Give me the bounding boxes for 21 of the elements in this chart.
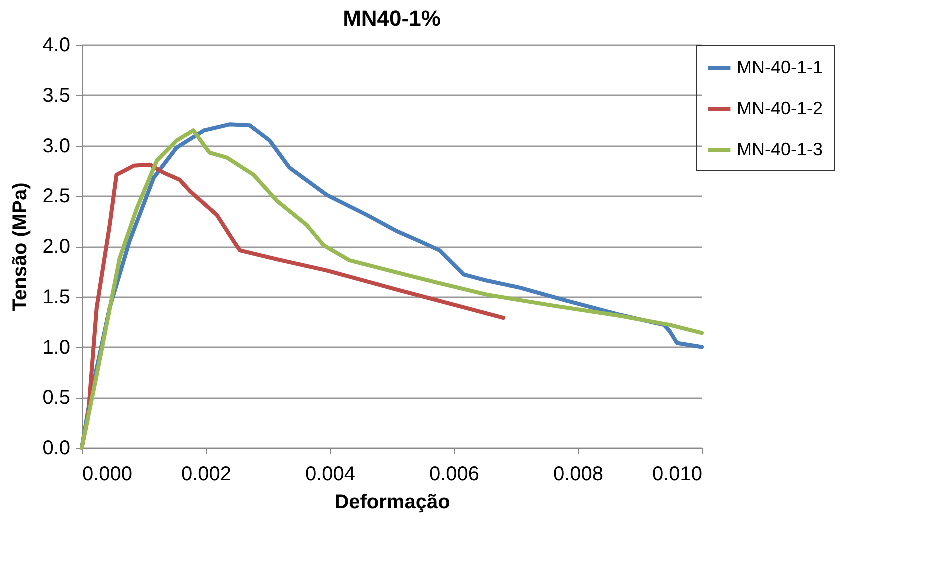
- y-tick-label: 1.5: [42, 286, 70, 308]
- x-tick-label: 0.006: [429, 464, 480, 486]
- y-tick-label: 2.0: [42, 236, 70, 258]
- x-tick-label: 0.000: [82, 464, 133, 486]
- legend-label: MN-40-1-1: [737, 58, 824, 78]
- chart-title: MN40-1%: [343, 6, 441, 31]
- legend-label: MN-40-1-3: [737, 140, 824, 160]
- y-tick-label: 0.0: [42, 438, 70, 460]
- x-tick-label: 0.004: [305, 464, 356, 486]
- y-tick-label: 1.0: [42, 336, 70, 359]
- y-tick-label: 3.0: [42, 135, 70, 158]
- y-tick-label: 0.5: [42, 387, 70, 410]
- y-tick-label: 3.5: [42, 84, 70, 107]
- y-tick-label: 2.5: [42, 186, 70, 208]
- y-axis-title: Tensão (MPa): [10, 182, 32, 312]
- y-tick-label: 4.0: [42, 34, 70, 56]
- x-tick-label: 0.008: [553, 464, 604, 486]
- legend-label: MN-40-1-2: [737, 98, 824, 118]
- x-axis-title: Deformação: [334, 492, 450, 514]
- x-tick-label: 0.002: [181, 464, 232, 486]
- x-tick-label: 0.010: [652, 464, 702, 486]
